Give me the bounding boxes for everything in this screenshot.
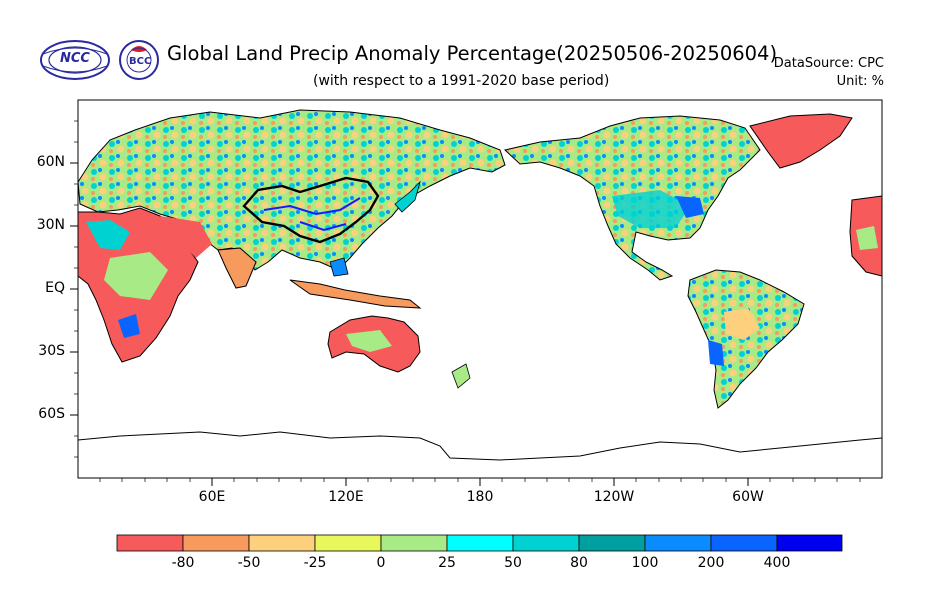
ncc-logo: NCC	[38, 38, 112, 82]
greenland-landmass	[749, 113, 853, 169]
colorbar-label: 0	[376, 555, 386, 571]
south-america-landmass	[687, 269, 805, 409]
colorbar-label: 80	[570, 555, 588, 571]
antarctica-coastline	[78, 431, 882, 461]
colorbar-label: -80	[171, 555, 195, 571]
colorbar-swatch	[248, 534, 316, 552]
ncc-logo-text: NCC	[60, 51, 90, 66]
colorbar-label: 25	[438, 555, 456, 571]
data-source-label: DataSource: CPC	[773, 56, 884, 71]
colorbar-swatch	[512, 534, 580, 552]
colorbar-swatch	[380, 534, 448, 552]
colorbar-swatch	[116, 534, 184, 552]
lon-label-180: 180	[466, 489, 494, 505]
lon-label-60w: 60W	[732, 489, 764, 505]
colorbar-label: -50	[237, 555, 261, 571]
colorbar-swatch	[182, 534, 250, 552]
colorbar-label: 100	[631, 555, 659, 571]
bcc-logo-text: BCC	[129, 56, 152, 67]
unit-label: Unit: %	[836, 74, 884, 89]
lat-label-30n: 30N	[36, 217, 65, 233]
colorbar-swatch	[644, 534, 712, 552]
lat-label-60n: 60N	[36, 154, 65, 170]
colorbar-swatch	[446, 534, 514, 552]
colorbar-label: 50	[504, 555, 522, 571]
china-border	[242, 176, 380, 244]
bcc-logo: BCC	[118, 38, 160, 82]
lat-label-eq: EQ	[45, 280, 65, 296]
colorbar-swatch	[578, 534, 646, 552]
lon-label-120e: 120E	[328, 489, 364, 505]
lon-label-60e: 60E	[198, 489, 226, 505]
river-line	[263, 197, 361, 216]
lat-label-60s: 60S	[38, 406, 65, 422]
colorbar	[116, 534, 843, 552]
colorbar-label: 200	[697, 555, 725, 571]
colorbar-label: 400	[763, 555, 791, 571]
lon-label-120w: 120W	[593, 489, 635, 505]
colorbar-label: -25	[303, 555, 327, 571]
colorbar-swatch	[314, 534, 382, 552]
colorbar-swatch	[710, 534, 778, 552]
map-title: Global Land Precip Anomaly Percentage(20…	[167, 42, 778, 65]
map-subtitle: (with respect to a 1991-2020 base period…	[313, 73, 610, 89]
lat-label-30s: 30S	[38, 343, 65, 359]
colorbar-swatch	[776, 534, 843, 552]
